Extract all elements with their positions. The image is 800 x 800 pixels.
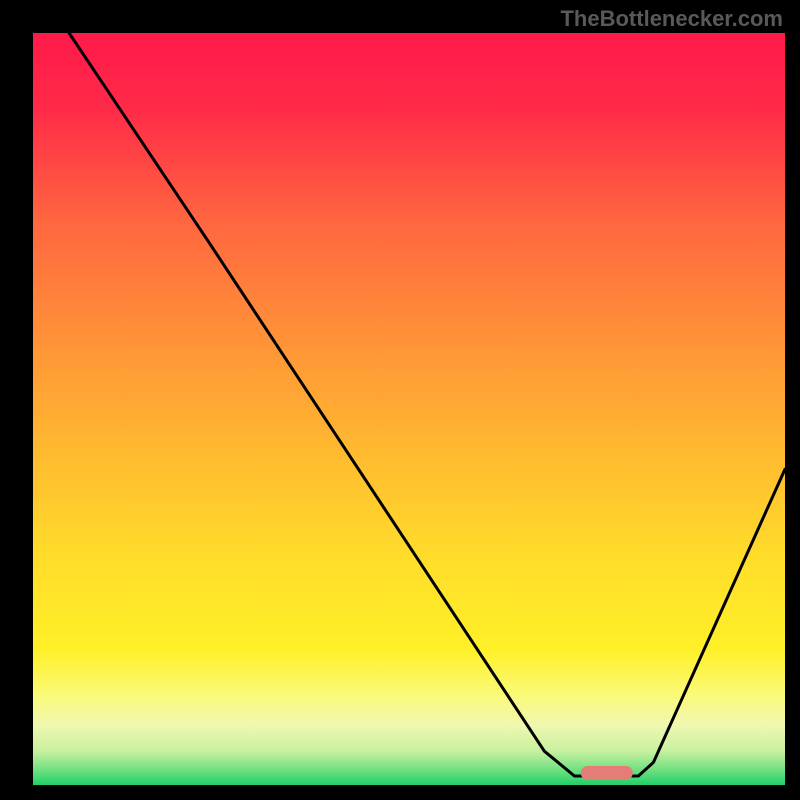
optimal-marker [581,766,633,780]
chart-container: TheBottlenecker.com [0,0,800,800]
plot-area [33,33,785,785]
bottleneck-curve [69,33,785,776]
watermark-text: TheBottlenecker.com [560,6,783,32]
curve-layer [33,33,785,785]
